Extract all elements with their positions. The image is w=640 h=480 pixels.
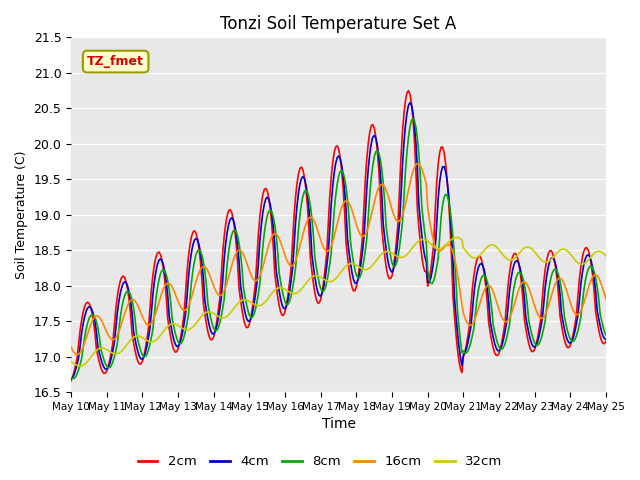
32cm: [373, 256, 381, 262]
2cm: [602, 338, 610, 344]
16cm: [73, 352, 81, 358]
32cm: [76, 363, 84, 369]
Legend: 2cm, 4cm, 8cm, 16cm, 32cm: 2cm, 4cm, 8cm, 16cm, 32cm: [132, 450, 508, 473]
4cm: [82, 309, 90, 314]
Title: Tonzi Soil Temperature Set A: Tonzi Soil Temperature Set A: [221, 15, 457, 33]
2cm: [67, 378, 75, 384]
2cm: [402, 98, 410, 104]
4cm: [167, 322, 175, 328]
Line: 4cm: 4cm: [71, 103, 606, 379]
32cm: [168, 321, 176, 327]
2cm: [404, 88, 412, 94]
4cm: [406, 100, 414, 106]
2cm: [82, 300, 90, 306]
16cm: [391, 215, 399, 221]
32cm: [602, 253, 610, 259]
8cm: [168, 316, 176, 322]
Line: 32cm: 32cm: [71, 238, 606, 366]
Y-axis label: Soil Temperature (C): Soil Temperature (C): [15, 150, 28, 279]
8cm: [602, 333, 610, 338]
4cm: [390, 266, 397, 272]
16cm: [84, 331, 92, 337]
32cm: [540, 259, 547, 264]
8cm: [409, 116, 417, 121]
16cm: [168, 284, 176, 290]
8cm: [403, 149, 411, 155]
4cm: [402, 122, 410, 128]
16cm: [403, 194, 411, 200]
8cm: [67, 375, 75, 381]
2cm: [167, 335, 175, 340]
32cm: [403, 252, 411, 257]
32cm: [452, 235, 460, 240]
2cm: [390, 264, 397, 270]
16cm: [540, 314, 547, 320]
32cm: [67, 359, 75, 365]
8cm: [68, 376, 76, 382]
4cm: [602, 336, 610, 342]
4cm: [67, 376, 75, 382]
16cm: [413, 161, 421, 167]
8cm: [84, 321, 92, 326]
16cm: [373, 189, 381, 194]
Line: 2cm: 2cm: [71, 91, 606, 381]
2cm: [538, 297, 546, 303]
Line: 16cm: 16cm: [71, 164, 606, 355]
Line: 8cm: 8cm: [71, 119, 606, 379]
16cm: [602, 296, 610, 302]
32cm: [84, 359, 92, 364]
16cm: [67, 345, 75, 350]
X-axis label: Time: Time: [322, 418, 356, 432]
8cm: [540, 325, 547, 331]
Text: TZ_fmet: TZ_fmet: [87, 55, 144, 68]
8cm: [373, 148, 381, 154]
32cm: [391, 252, 399, 258]
8cm: [391, 264, 399, 269]
4cm: [372, 135, 380, 141]
4cm: [538, 317, 546, 323]
2cm: [372, 133, 380, 139]
